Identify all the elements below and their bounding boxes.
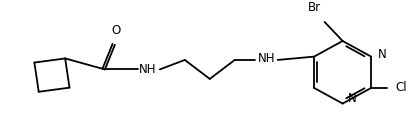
Text: Cl: Cl	[394, 81, 406, 94]
Text: N: N	[377, 48, 386, 61]
Text: NH: NH	[257, 51, 275, 65]
Text: O: O	[111, 24, 120, 37]
Text: N: N	[347, 92, 355, 105]
Text: NH: NH	[139, 63, 156, 76]
Text: Br: Br	[307, 1, 320, 14]
